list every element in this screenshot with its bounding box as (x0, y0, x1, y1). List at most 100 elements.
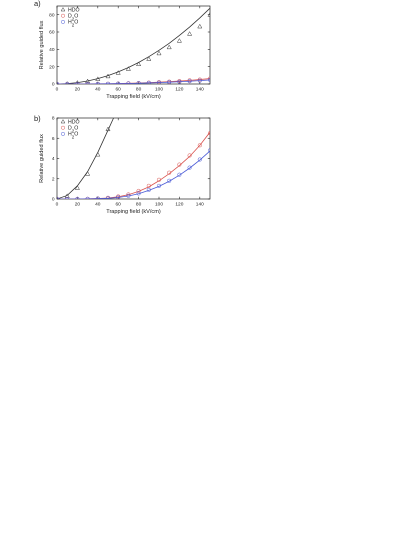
data-point-hdo (74, 185, 80, 190)
x-tick-label: 60 (116, 202, 122, 208)
data-point-h2o (126, 81, 131, 84)
data-point-h2o (197, 78, 202, 83)
data-point-d2o (167, 170, 172, 175)
x-tick-label: 100 (155, 87, 163, 93)
data-point-d2o (207, 131, 210, 136)
x-tick-label: 0 (56, 202, 59, 208)
data-point-hdo (176, 38, 182, 43)
data-point-h2o (177, 172, 182, 177)
x-tick-label: 100 (155, 202, 163, 208)
data-point-h2o (156, 80, 162, 84)
data-point-h2o (75, 196, 80, 199)
data-point-h2o (136, 81, 141, 84)
data-point-h2o (95, 81, 100, 84)
x-tick-label: 80 (136, 87, 142, 93)
data-point-h2o (187, 79, 192, 84)
legend-label-hdo: HDO (68, 119, 80, 125)
x-tick-label: 40 (95, 202, 101, 208)
data-area (57, 118, 210, 199)
x-tick-label: 20 (75, 87, 81, 93)
fit-line-h2o (57, 79, 210, 84)
data-point-h2o (57, 196, 60, 199)
data-point-hdo (156, 50, 162, 56)
y-axis-label: Relative guided flux (39, 134, 45, 183)
data-point-h2o (85, 81, 90, 84)
data-point-h2o (116, 81, 121, 84)
data-point-d2o (187, 153, 192, 158)
data-point-hdo (95, 76, 101, 81)
data-point-hdo (125, 66, 131, 71)
data-point-h2o (207, 148, 210, 153)
data-point-h2o (177, 79, 182, 84)
x-tick-label: 140 (196, 202, 204, 208)
y-tick-label: 40 (49, 47, 55, 53)
fit-line-d2o (57, 131, 210, 199)
y-tick-label: 6 (52, 136, 55, 142)
data-point-h2o (116, 195, 121, 199)
x-tick-label: 40 (95, 87, 101, 93)
data-point-d2o (136, 188, 141, 193)
data-point-d2o (177, 162, 182, 167)
chart-panel-2: b) 0 20 40 60 80 100 120 140 0 2 4 6 8 Trapping field … (34, 114, 211, 215)
data-point-h2o (65, 81, 70, 84)
legend-marker-hdo (60, 119, 66, 124)
panel-label: b) (34, 114, 41, 123)
y-tick-label: 60 (49, 30, 55, 36)
data-point-h2o (105, 196, 111, 199)
legend-label-h2o: H2O (68, 132, 78, 140)
x-tick-label: 120 (175, 202, 183, 208)
x-axis-label: Trapping field (kV/cm) (106, 209, 161, 215)
legend-marker-hdo (60, 7, 66, 12)
data-point-h2o (207, 77, 210, 82)
data-point-hdo (207, 12, 210, 17)
legend-label-d2o: D2O (68, 126, 78, 134)
x-tick-label: 80 (136, 202, 142, 208)
data-point-h2o (156, 183, 162, 188)
x-axis-label: Trapping field (kV/cm) (106, 94, 161, 100)
data-point-hdo (85, 171, 91, 176)
x-tick-label: 140 (196, 87, 204, 93)
y-tick-label: 2 (52, 176, 55, 182)
data-point-hdo (146, 56, 152, 61)
data-point-d2o (207, 76, 210, 81)
data-point-hdo (166, 44, 172, 50)
plot-frame (56, 5, 211, 85)
y-tick-label: 0 (52, 82, 55, 88)
data-point-d2o (197, 77, 202, 82)
x-tick-label: 0 (56, 87, 59, 93)
y-tick-label: 20 (49, 64, 55, 70)
x-tick-label: 60 (116, 87, 122, 93)
y-tick-label: 0 (52, 197, 55, 203)
data-point-h2o (65, 196, 70, 199)
fit-line-h2o (57, 150, 210, 199)
data-point-d2o (197, 143, 202, 148)
data-area (57, 7, 210, 84)
data-point-d2o (156, 177, 162, 182)
data-point-h2o (167, 80, 172, 84)
y-tick-label: 8 (52, 116, 55, 122)
y-axis-label: Relative guided flux (39, 20, 45, 69)
data-point-h2o (187, 165, 192, 170)
data-point-hdo (105, 73, 111, 79)
fit-line-hdo (57, 118, 115, 199)
data-point-hdo (105, 126, 111, 132)
legend-marker-d2o (61, 125, 65, 130)
data-point-hdo (65, 81, 69, 84)
legend-marker-h2o (61, 131, 65, 136)
data-point-h2o (136, 191, 141, 196)
data-point-hdo (115, 70, 121, 75)
data-point-hdo (136, 61, 142, 66)
data-point-h2o (126, 193, 131, 198)
legend-marker-d2o (61, 13, 65, 18)
legend-label-d2o: D2O (68, 14, 78, 22)
data-point-h2o (57, 81, 60, 84)
legend-marker-h2o (61, 19, 65, 24)
data-point-d2o (146, 183, 151, 188)
data-point-h2o (85, 196, 90, 199)
data-point-hdo (95, 151, 101, 157)
x-tick-label: 20 (75, 202, 81, 208)
data-point-hdo (197, 23, 203, 29)
data-point-h2o (105, 81, 111, 84)
